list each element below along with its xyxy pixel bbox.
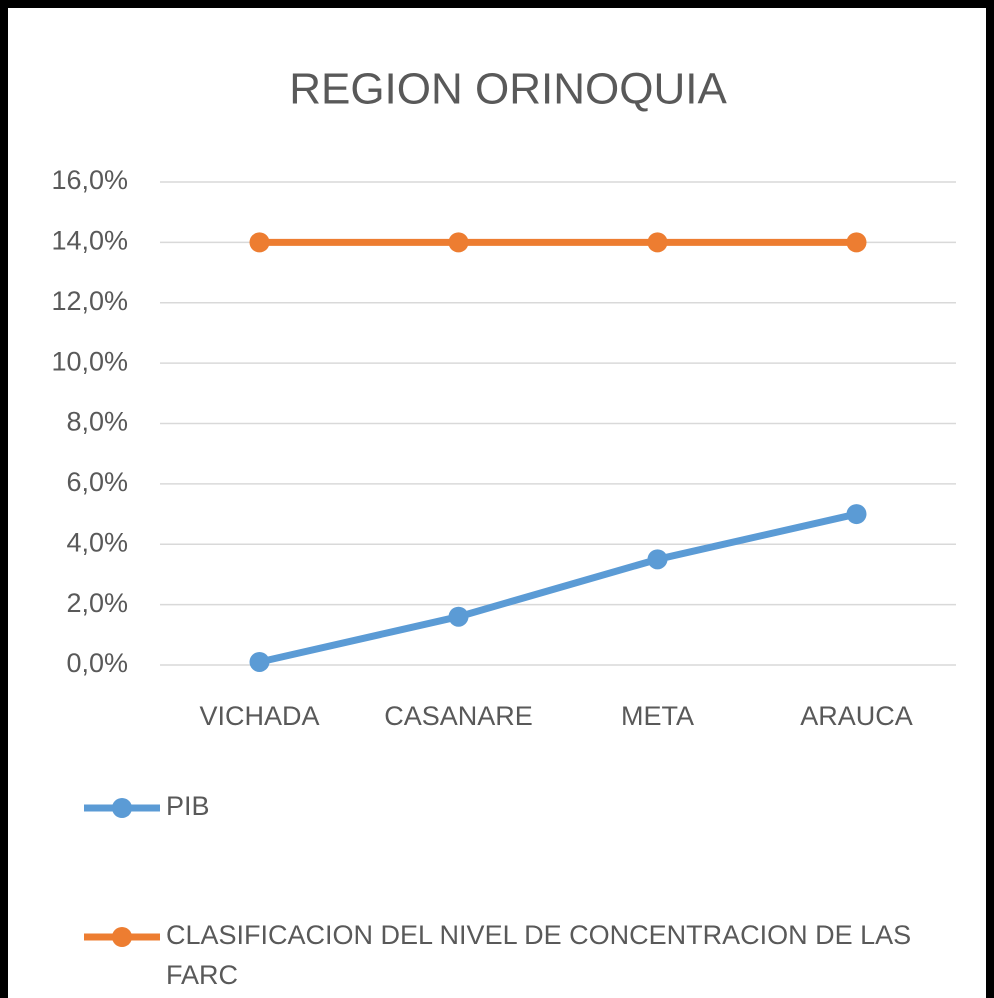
y-tick-label: 4,0% (66, 527, 128, 557)
y-tick-label: 16,0% (51, 165, 128, 195)
point (448, 606, 469, 627)
series-line (258, 510, 858, 666)
point (249, 651, 270, 672)
point (448, 232, 469, 253)
x-tick-label: META (621, 701, 694, 731)
y-tick-label: 6,0% (66, 467, 128, 497)
legend-icon (84, 798, 160, 818)
point (846, 504, 867, 525)
x-tick-label: VICHADA (199, 701, 319, 731)
legend-marker (112, 798, 132, 818)
x-tick-label: CASANARE (384, 701, 533, 731)
legend-icon (84, 927, 160, 947)
point (647, 232, 668, 253)
x-tick-label: ARAUCA (800, 701, 913, 731)
y-tick-label: 10,0% (51, 346, 128, 376)
legend-item: CLASIFICACION DEL NIVEL DE CONCENTRACION… (82, 915, 962, 995)
y-tick-label: 2,0% (66, 588, 128, 618)
legend-marker (112, 927, 132, 947)
legend-label: CLASIFICACION DEL NIVEL DE CONCENTRACION… (166, 920, 912, 990)
y-tick-label: 14,0% (51, 226, 128, 256)
point (846, 232, 867, 253)
y-tick-label: 8,0% (66, 407, 128, 437)
y-tick-label: 0,0% (66, 648, 128, 678)
point (647, 549, 668, 570)
legend-label: PIB (166, 791, 210, 821)
legend-item: PIB (82, 786, 962, 826)
y-tick-label: 12,0% (51, 286, 128, 316)
point (249, 232, 270, 253)
chart-title: REGION ORINOQUIA (289, 65, 727, 114)
